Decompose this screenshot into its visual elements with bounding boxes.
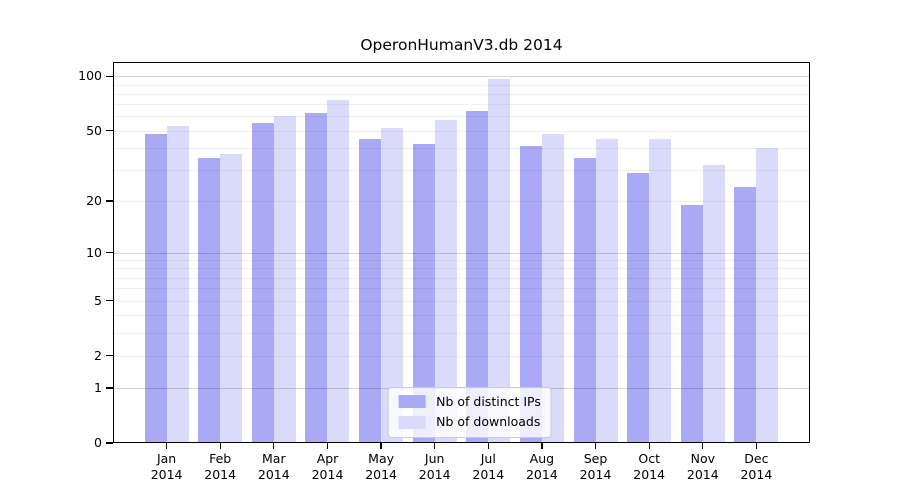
x-tick xyxy=(702,443,704,449)
bar-distinct-ips xyxy=(519,146,542,443)
bar-downloads xyxy=(273,116,296,443)
x-tick xyxy=(326,443,329,449)
legend-item-distinct-ips: Nb of distinct IPs xyxy=(398,394,541,410)
x-tick-label: Jul 2014 xyxy=(472,451,505,482)
bar-downloads xyxy=(434,120,457,443)
gridline-minor xyxy=(113,116,810,118)
legend: Nb of distinct IPs Nb of downloads xyxy=(387,386,552,438)
x-tick-label: Jun 2014 xyxy=(418,451,451,482)
y-tick xyxy=(106,442,113,444)
bar-downloads xyxy=(166,126,189,443)
gridline-minor xyxy=(113,130,810,132)
x-tick xyxy=(648,443,650,449)
bar-downloads xyxy=(327,100,350,443)
x-tick-label: Dec 2014 xyxy=(740,451,773,482)
bar-downloads xyxy=(756,148,779,443)
bar-downloads xyxy=(541,133,564,443)
bar-distinct-ips xyxy=(466,111,489,443)
legend-swatch-downloads xyxy=(398,415,426,429)
gridline-minor xyxy=(113,277,810,279)
bar-downloads xyxy=(649,138,672,443)
gridline-minor xyxy=(113,84,810,86)
x-tick-label: May 2014 xyxy=(365,451,397,482)
y-tick-label: 0 xyxy=(94,435,102,450)
bar-downloads xyxy=(488,78,511,443)
gridline-minor xyxy=(113,332,810,334)
x-tick-label: Nov 2014 xyxy=(686,451,719,482)
legend-item-downloads: Nb of downloads xyxy=(398,414,541,430)
gridline-minor xyxy=(113,104,810,106)
gridline-major xyxy=(113,252,810,254)
x-tick xyxy=(594,443,597,449)
y-tick xyxy=(106,300,113,302)
x-tick-label: Apr 2014 xyxy=(311,451,344,482)
bar-distinct-ips xyxy=(573,158,596,443)
legend-label-downloads: Nb of downloads xyxy=(436,414,541,430)
bar-distinct-ips xyxy=(251,123,274,443)
bar-downloads xyxy=(220,154,243,443)
y-tick xyxy=(106,75,113,78)
chart-title: OperonHumanV3.db 2014 xyxy=(360,36,563,54)
x-tick-label: Mar 2014 xyxy=(257,451,290,482)
bar-distinct-ips xyxy=(627,172,650,443)
bar-downloads xyxy=(702,165,725,443)
x-tick xyxy=(755,443,758,449)
bar-distinct-ips xyxy=(144,133,167,443)
bar-distinct-ips xyxy=(305,112,328,443)
gridline-major xyxy=(113,76,810,78)
x-tick xyxy=(434,443,436,449)
y-tick xyxy=(106,251,113,254)
bar-distinct-ips xyxy=(734,187,757,443)
plot-area: Nb of distinct IPs Nb of downloads xyxy=(113,62,810,443)
y-tick-label: 10 xyxy=(86,244,102,260)
y-tick xyxy=(106,387,113,389)
legend-swatch-distinct-ips xyxy=(398,395,426,409)
legend-label-distinct-ips: Nb of distinct IPs xyxy=(436,393,541,409)
x-tick-label: Aug 2014 xyxy=(525,451,558,482)
bar-distinct-ips xyxy=(198,158,221,443)
y-tick-label: 1 xyxy=(94,379,102,395)
bar-downloads xyxy=(381,127,404,443)
x-tick xyxy=(219,443,221,449)
x-tick-label: Sep 2014 xyxy=(579,451,612,482)
y-tick-label: 20 xyxy=(86,193,102,209)
x-tick xyxy=(380,443,382,449)
gridline-minor xyxy=(113,355,810,357)
gridline-minor xyxy=(113,315,810,317)
x-tick xyxy=(165,443,168,449)
gridline-minor xyxy=(113,201,810,203)
x-tick-label: Feb 2014 xyxy=(204,451,237,482)
x-tick-label: Oct 2014 xyxy=(633,451,666,482)
gridline-minor xyxy=(113,260,810,262)
gridline-minor xyxy=(113,93,810,95)
y-tick-label: 50 xyxy=(86,122,102,138)
y-tick xyxy=(106,355,113,357)
bar-distinct-ips xyxy=(680,205,703,443)
y-tick-label: 2 xyxy=(94,347,102,363)
x-tick-label: Jan 2014 xyxy=(150,451,183,482)
y-tick xyxy=(106,200,113,202)
gridline-minor xyxy=(113,288,810,290)
bar-distinct-ips xyxy=(359,138,382,443)
gridline-minor xyxy=(113,268,810,270)
y-tick-label: 5 xyxy=(94,292,102,308)
gridline-minor xyxy=(113,170,810,172)
gridline-minor xyxy=(113,300,810,302)
x-tick xyxy=(541,443,543,449)
y-tick-label: 100 xyxy=(78,68,102,84)
bar-distinct-ips xyxy=(412,144,435,443)
bar-downloads xyxy=(595,138,618,443)
y-tick xyxy=(106,129,113,132)
gridline-minor xyxy=(113,148,810,149)
x-tick xyxy=(273,443,275,449)
x-tick xyxy=(487,443,489,449)
